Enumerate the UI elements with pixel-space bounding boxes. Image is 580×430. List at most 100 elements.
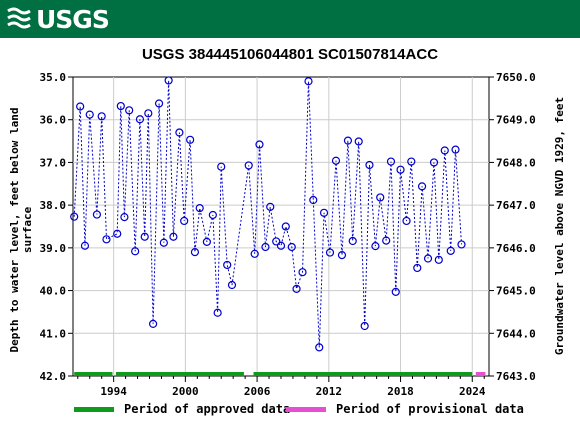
y2-tick-label: 7647.0 (496, 199, 536, 212)
legend-provisional-label: Period of provisional data (336, 402, 524, 416)
data-point (276, 241, 286, 250)
data-point (76, 102, 85, 111)
data-point (125, 106, 134, 115)
data-point (348, 236, 357, 246)
x-axis-ticks: 1994 2000 2006 2012 2018 2024 (77, 376, 486, 398)
usgs-wave-icon (7, 7, 31, 29)
data-point (208, 210, 217, 220)
data-point (217, 162, 226, 171)
data-point (154, 99, 164, 108)
data-point (371, 242, 380, 251)
approved-period-bar (253, 372, 473, 376)
series-line (73, 80, 462, 348)
x-tick-label: 2012 (316, 385, 343, 398)
data-point (386, 157, 396, 166)
data-point (391, 287, 400, 296)
data-point (315, 343, 324, 352)
data-point (429, 158, 439, 167)
y-tick-label: 37.0 (40, 156, 67, 169)
data-point (164, 76, 173, 85)
data-point (180, 216, 189, 226)
gridlines (73, 77, 489, 376)
data-point (457, 240, 466, 249)
data-point (135, 115, 145, 124)
data-point (169, 232, 178, 241)
data-point (144, 109, 153, 118)
data-point (223, 260, 232, 270)
legend-approved-swatch (74, 406, 114, 412)
right-axis-label: Groundwater level above NGVD 1929, feet (553, 97, 566, 355)
data-point (365, 160, 374, 170)
data-point (304, 77, 313, 86)
data-point (402, 216, 411, 226)
y2-tick-label: 7645.0 (496, 285, 536, 298)
data-point (272, 237, 281, 246)
data-point (266, 202, 275, 211)
x-tick-label: 2024 (459, 385, 486, 398)
data-point (417, 182, 427, 191)
data-point (227, 280, 237, 290)
data-point (281, 222, 290, 231)
x-tick-label: 2000 (172, 385, 199, 398)
y-tick-label: 38.0 (40, 199, 67, 212)
data-point (451, 145, 460, 154)
right-axis-ticks: 7650.0 7649.0 7648.0 7647.0 7646.0 7645.0 7644… (489, 71, 536, 383)
data-point (250, 249, 259, 258)
data-point (298, 268, 307, 277)
data-point (434, 255, 443, 264)
y-tick-label: 35.0 (40, 71, 67, 84)
data-point (287, 242, 296, 252)
approved-period-bar (116, 372, 244, 376)
usgs-logo[interactable]: USGS (6, 4, 110, 34)
data-point (309, 195, 318, 205)
y2-tick-label: 7649.0 (496, 114, 536, 127)
data-point (337, 251, 347, 260)
x-tick-label: 2006 (244, 385, 271, 398)
data-points (70, 76, 466, 352)
data-point (120, 213, 129, 222)
approved-period-bar (74, 372, 113, 376)
data-point (102, 235, 111, 244)
water-level-line (73, 80, 462, 348)
y2-tick-label: 7644.0 (496, 327, 536, 340)
y-tick-label: 36.0 (40, 114, 67, 127)
data-point (319, 208, 329, 217)
data-point (331, 156, 341, 165)
data-point (446, 246, 455, 255)
data-point (80, 241, 90, 250)
usgs-logo-text: USGS (36, 4, 110, 34)
legend-provisional: Period of provisional data (286, 402, 524, 416)
data-point (423, 254, 433, 263)
data-point (413, 263, 422, 273)
y2-tick-label: 7646.0 (496, 242, 536, 255)
left-axis-ticks: 35.0 36.0 37.0 38.0 39.0 40.0 41.0 42.0 (40, 71, 73, 383)
data-point (440, 146, 449, 155)
data-point (159, 238, 168, 247)
data-period-bars (74, 372, 486, 376)
data-point (292, 284, 301, 293)
left-axis-label-line2: surface (21, 206, 34, 253)
y-tick-label: 40.0 (40, 285, 67, 298)
data-point (407, 157, 416, 166)
data-point (175, 128, 184, 137)
data-point (202, 237, 211, 246)
data-point (261, 242, 270, 252)
y-tick-label: 39.0 (40, 242, 67, 255)
data-point (376, 193, 385, 202)
data-point (255, 140, 264, 149)
usgs-banner: USGS (0, 0, 580, 38)
x-tick-label: 1994 (100, 385, 127, 398)
data-point (382, 236, 391, 245)
legend-provisional-swatch (286, 406, 326, 412)
data-point (325, 248, 335, 257)
y-tick-label: 41.0 (40, 327, 67, 340)
legend-approved-label: Period of approved data (124, 402, 291, 416)
data-point (354, 137, 363, 146)
plot-area (72, 76, 490, 377)
data-point (116, 101, 125, 111)
data-point (360, 321, 369, 331)
data-point (148, 319, 158, 328)
data-point (140, 232, 149, 241)
left-axis-label-line1: Depth to water level, feet below land (8, 107, 21, 352)
